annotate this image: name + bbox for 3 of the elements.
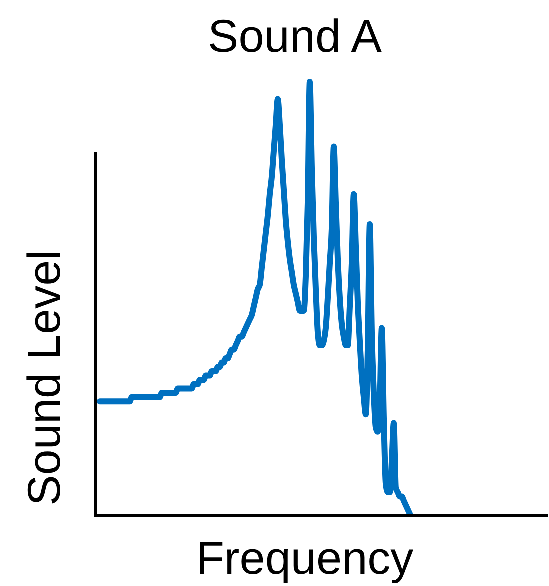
y-axis-title: Sound Level — [18, 250, 70, 506]
x-axis-title: Frequency — [196, 532, 414, 584]
chart-title: Sound A — [208, 10, 382, 62]
